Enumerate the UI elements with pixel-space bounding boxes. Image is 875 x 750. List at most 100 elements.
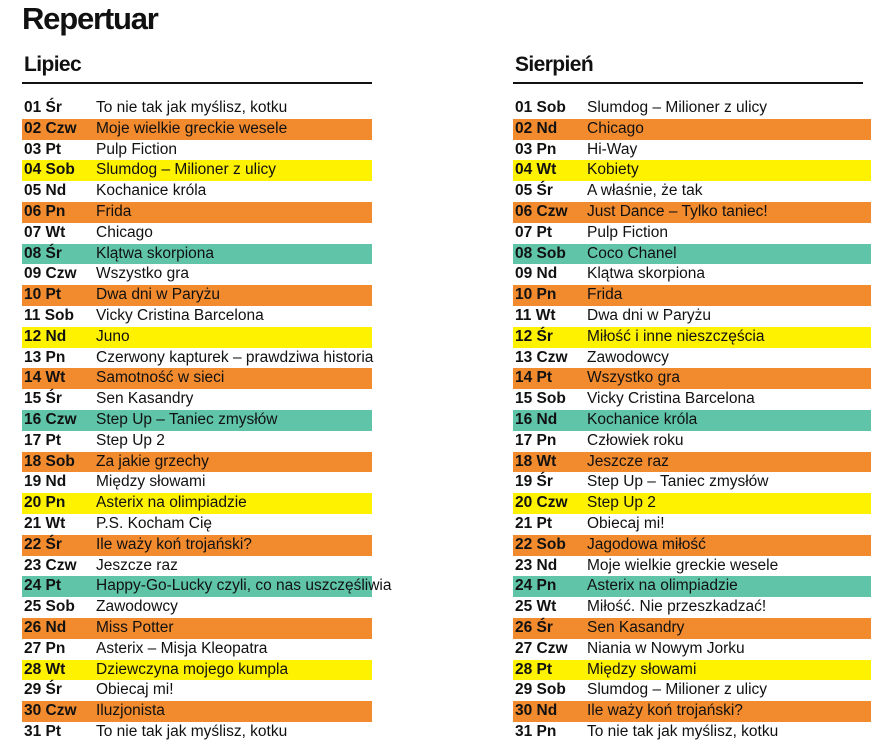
schedule-row: 24 Pn Asterix na olimpiadzie: [513, 576, 871, 598]
day-label: 31 Pt: [24, 722, 62, 740]
day-label: 03 Pn: [515, 140, 557, 158]
film-title: Sen Kasandry: [587, 618, 685, 636]
film-title: Slumdog – Milioner z ulicy: [587, 99, 768, 116]
schedule-list: 01 Sob Slumdog – Milioner z ulicy 02 Nd Chi…: [513, 98, 871, 743]
film-title: Moje wielkie greckie wesele: [96, 119, 288, 137]
day-label: 14 Pt: [515, 369, 553, 387]
day-label: 11 Wt: [515, 306, 556, 324]
film-title: Hi-Way: [587, 140, 638, 158]
film-title: Step Up 2: [96, 431, 165, 449]
film-title: Niania w Nowym Jorku: [587, 639, 745, 657]
day-label: 31 Pn: [515, 722, 557, 740]
day-label: 21 Wt: [24, 514, 66, 532]
schedule-row: 23 Nd Moje wielkie greckie wesele: [513, 556, 871, 577]
day-label: 01 Śr: [24, 99, 62, 116]
schedule-row: 14 Pt Wszystko gra: [513, 368, 871, 390]
film-title: Wszystko gra: [587, 369, 681, 387]
schedule-row: 26 Nd Miss Potter: [22, 617, 372, 639]
film-title: Coco Chanel: [587, 244, 677, 262]
film-title: Dwa dni w Paryżu: [96, 286, 221, 304]
schedule-row: 25 Sob Zawodowcy: [22, 597, 372, 618]
day-label: 09 Nd: [515, 265, 558, 283]
schedule-row: 17 Pn Człowiek roku: [513, 431, 871, 452]
schedule-row: 28 Pt Między słowami: [513, 659, 871, 681]
schedule-row: 06 Czw Just Dance – Tylko taniec!: [513, 201, 871, 223]
day-label: 11 Sob: [24, 306, 74, 324]
film-title: Miłość. Nie przeszkadzać!: [587, 598, 767, 616]
schedule-row: 27 Pn Asterix – Misja Kleopatra: [22, 639, 372, 660]
day-label: 03 Pt: [24, 140, 62, 158]
schedule-row: 22 Śr Ile waży koń trojański?: [22, 534, 372, 556]
schedule-row: 21 Pt Obiecaj mi!: [513, 514, 871, 535]
day-label: 02 Czw: [24, 119, 77, 137]
film-title: Między słowami: [96, 473, 206, 491]
schedule-row: 01 Śr To nie tak jak myślisz, kotku: [22, 98, 372, 119]
day-label: 07 Pt: [515, 223, 553, 241]
schedule-row: 27 Czw Niania w Nowym Jorku: [513, 639, 871, 660]
day-label: 01 Sob: [515, 99, 566, 116]
day-label: 05 Nd: [24, 182, 67, 200]
day-label: 17 Pn: [515, 431, 557, 449]
schedule-row: 20 Czw Step Up 2: [513, 493, 871, 514]
schedule-row: 29 Śr Obiecaj mi!: [22, 680, 372, 701]
schedule-row: 31 Pt To nie tak jak myślisz, kotku: [22, 722, 372, 743]
film-title: Ile waży koń trojański?: [96, 535, 252, 553]
film-title: Jeszcze raz: [96, 556, 178, 574]
day-label: 06 Pn: [24, 202, 66, 220]
day-label: 15 Sob: [515, 390, 566, 408]
film-title: Happy-Go-Lucky czyli, co nas uszczęśliwi…: [96, 577, 392, 595]
film-title: Pulp Fiction: [96, 140, 177, 158]
schedule-row: 26 Śr Sen Kasandry: [513, 617, 871, 639]
day-label: 10 Pn: [515, 286, 557, 304]
day-label: 26 Śr: [515, 618, 553, 636]
page-title: Repertuar: [22, 1, 159, 36]
film-title: Just Dance – Tylko taniec!: [587, 202, 768, 220]
film-title: Iluzjonista: [96, 702, 165, 720]
day-label: 22 Śr: [24, 535, 62, 553]
film-title: Jeszcze raz: [587, 452, 669, 470]
day-label: 22 Sob: [515, 535, 566, 553]
film-title: To nie tak jak myślisz, kotku: [587, 722, 779, 740]
schedule-row: 29 Sob Slumdog – Milioner z ulicy: [513, 680, 871, 701]
day-label: 16 Czw: [24, 410, 77, 428]
day-label: 19 Nd: [24, 473, 67, 491]
day-label: 20 Pn: [24, 494, 66, 512]
schedule-row: 08 Sob Coco Chanel: [513, 243, 871, 265]
day-label: 16 Nd: [515, 410, 558, 428]
film-title: Vicky Cristina Barcelona: [96, 306, 264, 324]
schedule-row: 16 Czw Step Up – Taniec zmysłów: [22, 409, 372, 431]
day-label: 12 Nd: [24, 327, 67, 345]
day-label: 26 Nd: [24, 618, 67, 636]
film-title: Chicago: [587, 119, 644, 137]
film-title: Obiecaj mi!: [587, 514, 665, 532]
schedule-row: 19 Nd Między słowami: [22, 472, 372, 493]
schedule-row: 18 Wt Jeszcze raz: [513, 451, 871, 473]
schedule-row: 03 Pt Pulp Fiction: [22, 140, 372, 161]
schedule-row: 02 Czw Moje wielkie greckie wesele: [22, 118, 372, 140]
film-title: A właśnie, że tak: [587, 182, 703, 200]
day-label: 10 Pt: [24, 286, 62, 304]
schedule-row: 11 Wt Dwa dni w Paryżu: [513, 306, 871, 327]
schedule-row: 13 Pn Czerwony kapturek – prawdziwa histo…: [22, 348, 374, 369]
schedule-row: 02 Nd Chicago: [513, 118, 871, 140]
schedule-row: 22 Sob Jagodowa miłość: [513, 534, 871, 556]
schedule-row: 30 Nd Ile waży koń trojański?: [513, 701, 871, 722]
schedule-row: 05 Nd Kochanice króla: [22, 181, 372, 202]
film-title: Między słowami: [587, 660, 697, 678]
film-title: Klątwa skorpiona: [587, 265, 706, 283]
day-label: 18 Wt: [515, 452, 557, 470]
film-title: Dwa dni w Paryżu: [587, 306, 712, 324]
day-label: 21 Pt: [515, 514, 553, 532]
schedule-row: 07 Pt Pulp Fiction: [513, 223, 871, 244]
day-label: 27 Pn: [24, 639, 66, 657]
schedule-row: 25 Wt Miłość. Nie przeszkadzać!: [513, 597, 871, 618]
day-label: 04 Wt: [515, 161, 557, 179]
film-title: Czerwony kapturek – prawdziwa historia: [96, 348, 374, 366]
schedule-row: 05 Śr A właśnie, że tak: [513, 181, 871, 202]
film-title: Samotność w sieci: [96, 369, 225, 387]
day-label: 08 Śr: [24, 244, 62, 262]
month-column-lipiec: Lipiec 01 Śr To nie tak jak myślisz, kotk…: [22, 52, 391, 743]
day-label: 24 Pn: [515, 577, 557, 595]
schedule-row: 04 Wt Kobiety: [513, 160, 871, 182]
schedule-row: 15 Śr Sen Kasandry: [22, 389, 372, 410]
